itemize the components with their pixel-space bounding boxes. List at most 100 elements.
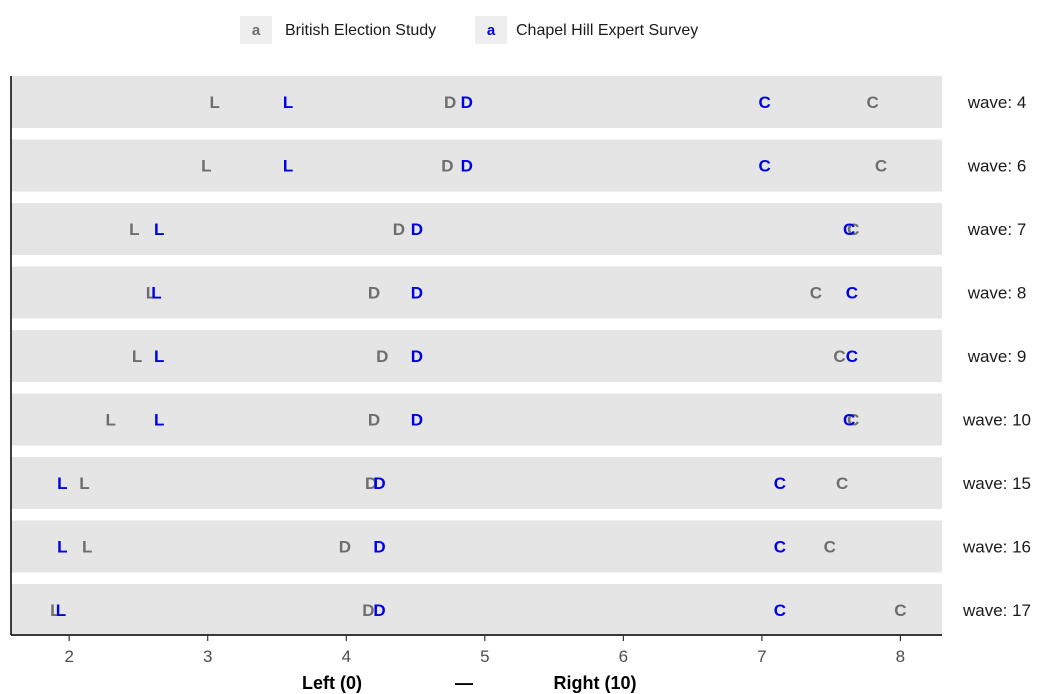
panel-background <box>11 393 942 446</box>
strip-label: wave: 7 <box>967 220 1027 239</box>
ches-mark-d: D <box>411 411 423 430</box>
legend-label-ches: Chapel Hill Expert Survey <box>516 22 698 39</box>
bes-mark-l: L <box>201 157 211 176</box>
bes-mark-c: C <box>894 601 906 620</box>
bes-mark-l: L <box>129 220 139 239</box>
legend-key-bes: a <box>252 22 261 39</box>
panel-background <box>11 76 942 128</box>
ches-mark-c: C <box>774 601 786 620</box>
bes-mark-d: D <box>339 538 351 557</box>
strip-label: wave: 10 <box>962 411 1031 430</box>
x-tick-label: 6 <box>619 647 628 666</box>
ches-mark-d: D <box>373 538 385 557</box>
bes-mark-d: D <box>444 93 456 112</box>
bes-mark-l: L <box>106 411 116 430</box>
strip-label: wave: 8 <box>967 284 1027 303</box>
ches-mark-l: L <box>283 157 293 176</box>
ches-mark-c: C <box>759 157 771 176</box>
x-axis-title: Left (0) — Right (10) <box>302 673 637 693</box>
ches-mark-c: C <box>774 474 786 493</box>
bes-mark-d: D <box>365 474 377 493</box>
bes-mark-c: C <box>847 220 859 239</box>
ches-mark-l: L <box>154 411 164 430</box>
bes-mark-c: C <box>824 538 836 557</box>
bes-mark-d: D <box>441 157 453 176</box>
x-axis-title-dash: — <box>455 673 473 693</box>
bes-mark-c: C <box>833 347 845 366</box>
ches-mark-d: D <box>461 93 473 112</box>
bes-mark-c: C <box>847 411 859 430</box>
x-tick-label: 3 <box>203 647 212 666</box>
panel-background <box>11 203 942 255</box>
ches-mark-c: C <box>846 284 858 303</box>
ches-mark-d: D <box>373 474 385 493</box>
x-tick-label: 2 <box>64 647 73 666</box>
strip-label: wave: 9 <box>967 347 1027 366</box>
strip-label: wave: 15 <box>962 474 1031 493</box>
ches-mark-l: L <box>154 220 164 239</box>
ches-mark-d: D <box>411 347 423 366</box>
ches-mark-c: C <box>759 93 771 112</box>
bes-mark-c: C <box>875 157 887 176</box>
bes-mark-d: D <box>393 220 405 239</box>
panel-background <box>11 266 942 319</box>
x-tick-label: 7 <box>757 647 766 666</box>
bes-mark-d: D <box>368 411 380 430</box>
ches-mark-d: D <box>373 601 385 620</box>
panel-background <box>11 139 942 192</box>
panel-background <box>11 457 942 509</box>
ches-mark-l: L <box>154 347 164 366</box>
bes-mark-d: D <box>376 347 388 366</box>
bes-mark-c: C <box>836 474 848 493</box>
strip-label: wave: 4 <box>967 93 1027 112</box>
ches-mark-d: D <box>461 157 473 176</box>
ches-mark-l: L <box>151 284 161 303</box>
strip-label: wave: 6 <box>967 157 1027 176</box>
bes-mark-c: C <box>867 93 879 112</box>
bes-mark-l: L <box>210 93 220 112</box>
strip-label: wave: 16 <box>962 538 1031 557</box>
ches-mark-l: L <box>57 538 67 557</box>
bes-mark-l: L <box>146 284 156 303</box>
ches-mark-l: L <box>57 474 67 493</box>
bes-mark-l: L <box>82 538 92 557</box>
legend-key-ches-background <box>475 16 507 44</box>
ches-mark-c: C <box>846 347 858 366</box>
legend-label-bes: British Election Study <box>285 22 436 39</box>
legend-key-bes-background <box>240 16 272 44</box>
x-axis-ticks: 2 3 4 5 6 7 8 <box>64 635 905 666</box>
ches-mark-d: D <box>411 284 423 303</box>
strip-label: wave: 17 <box>962 601 1031 620</box>
ches-mark-c: C <box>774 538 786 557</box>
ches-mark-l: L <box>283 93 293 112</box>
x-axis-title-right: Right (10) <box>554 673 637 693</box>
x-tick-label: 8 <box>896 647 905 666</box>
x-tick-label: 4 <box>342 647 351 666</box>
panel-background <box>11 584 942 636</box>
ches-mark-d: D <box>411 220 423 239</box>
panel-background <box>11 330 942 382</box>
legend: a British Election Study a Chapel Hill E… <box>240 16 698 44</box>
ches-mark-l: L <box>56 601 66 620</box>
legend-key-ches: a <box>487 22 496 39</box>
ches-mark-c: C <box>843 411 855 430</box>
bes-mark-c: C <box>810 284 822 303</box>
x-tick-label: 5 <box>480 647 489 666</box>
bes-mark-d: D <box>368 284 380 303</box>
bes-mark-l: L <box>132 347 142 366</box>
x-axis-title-left: Left (0) <box>302 673 362 693</box>
bes-mark-d: D <box>362 601 374 620</box>
ches-mark-c: C <box>843 220 855 239</box>
panel-background <box>11 520 942 573</box>
